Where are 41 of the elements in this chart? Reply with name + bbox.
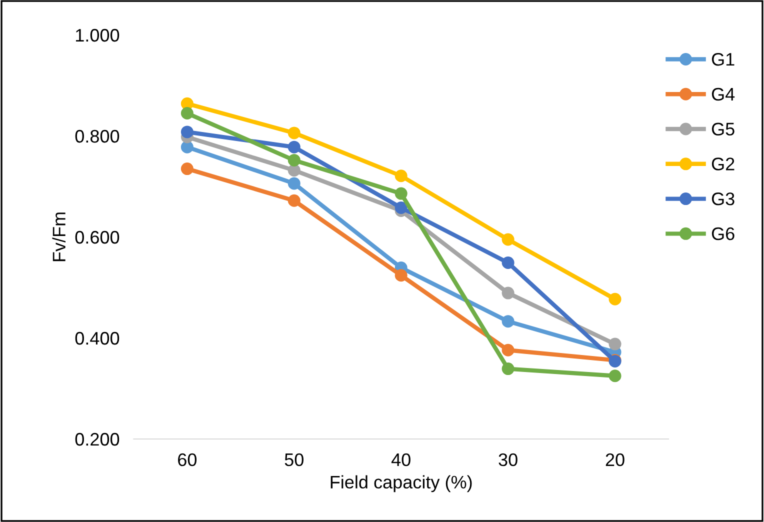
y-tick-label: 0.800 bbox=[75, 130, 120, 143]
point bbox=[608, 338, 622, 350]
point bbox=[288, 177, 300, 190]
y-tick-label: 1.000 bbox=[76, 28, 120, 42]
point bbox=[394, 170, 408, 182]
legend-label: G6 bbox=[712, 227, 734, 240]
x-tick-label: 30 bbox=[498, 453, 518, 466]
point bbox=[394, 201, 408, 214]
x-tick-label: 60 bbox=[178, 453, 197, 466]
point bbox=[608, 292, 622, 306]
x-tick-label: 50 bbox=[284, 453, 304, 466]
point bbox=[502, 344, 514, 356]
legend-label: G4 bbox=[712, 88, 735, 101]
point bbox=[502, 362, 514, 376]
legend-label: G1 bbox=[712, 52, 734, 66]
point bbox=[180, 126, 194, 138]
x-axis-title: Field capacity (%) bbox=[330, 475, 472, 492]
legend-label: G2 bbox=[712, 158, 734, 170]
point bbox=[502, 315, 514, 328]
point bbox=[288, 194, 300, 207]
y-axis-title: Fv/Fm bbox=[52, 212, 66, 262]
x-tick-label: 20 bbox=[606, 453, 624, 466]
y-tick-label: 0.200 bbox=[75, 432, 120, 446]
x-tick-label: 40 bbox=[391, 453, 410, 466]
point bbox=[180, 162, 194, 176]
legend-label: G3 bbox=[712, 192, 734, 206]
y-tick-label: 0.400 bbox=[75, 332, 120, 345]
point bbox=[502, 256, 514, 269]
point bbox=[608, 370, 622, 382]
point bbox=[288, 126, 300, 140]
legend-label: G5 bbox=[712, 122, 734, 136]
point bbox=[288, 154, 300, 166]
point bbox=[394, 187, 408, 200]
point bbox=[288, 164, 300, 177]
y-tick-label: 0.600 bbox=[75, 230, 120, 244]
point bbox=[394, 269, 408, 282]
point bbox=[288, 140, 300, 154]
point bbox=[180, 107, 194, 120]
point bbox=[502, 233, 514, 246]
point bbox=[180, 140, 194, 154]
point bbox=[502, 286, 514, 300]
